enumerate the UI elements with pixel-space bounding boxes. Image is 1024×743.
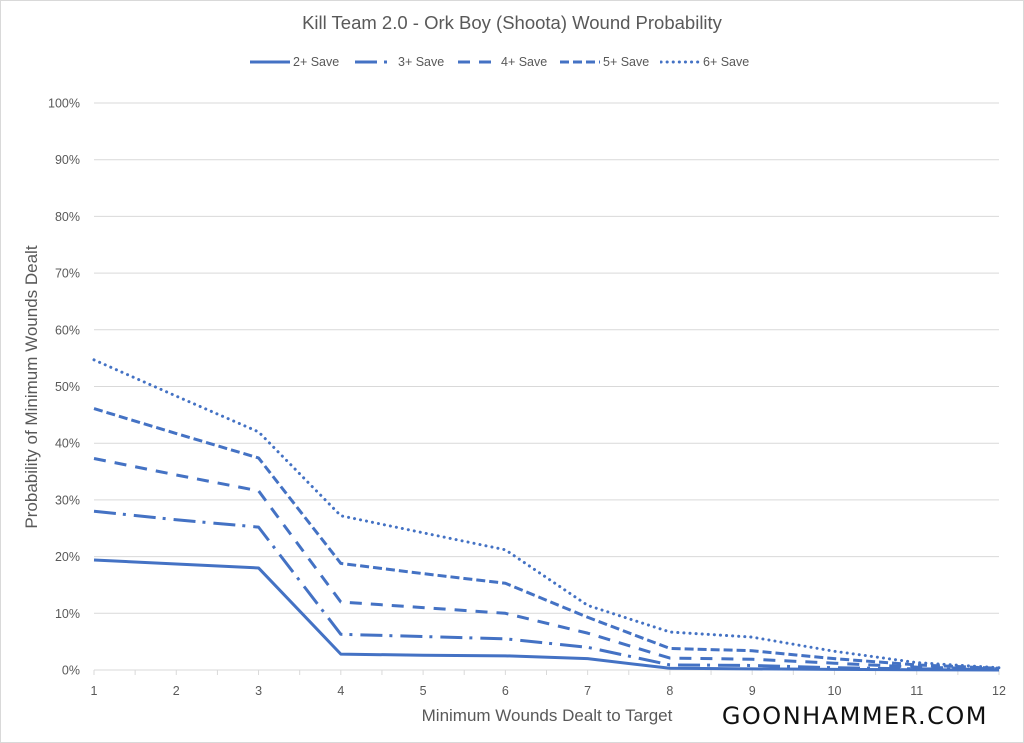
legend-label: 2+ Save	[293, 55, 340, 69]
x-tick-label: 11	[910, 684, 923, 698]
series-line-5-save	[93, 407, 1000, 670]
series-line-6-save	[92, 358, 1001, 670]
legend-label: 4+ Save	[501, 55, 548, 69]
watermark: GOONHAMMER.COM	[721, 702, 988, 730]
legend-swatch-3plus	[355, 60, 395, 64]
legend-swatch-2plus	[250, 60, 290, 64]
x-axis	[93, 670, 1000, 675]
series-line-4-save	[93, 457, 1000, 671]
series-line-3-save	[93, 509, 1000, 671]
y-tick-label: 90%	[55, 153, 80, 167]
x-tick-label: 12	[992, 684, 1006, 698]
y-tick-label: 50%	[55, 380, 80, 394]
x-tick-label: 7	[584, 684, 591, 698]
legend: 2+ Save 3+ Save 4+ Save 5+ Save 6+ Save	[0, 52, 1024, 72]
chart-title: Kill Team 2.0 - Ork Boy (Shoota) Wound P…	[302, 12, 722, 33]
y-axis-label: Probability of Minimum Wounds Dealt	[22, 245, 41, 529]
x-tick-label: 9	[749, 684, 756, 698]
y-tick-label: 30%	[55, 493, 80, 507]
legend-label: 6+ Save	[703, 55, 750, 69]
x-tick-label: 10	[828, 684, 842, 698]
x-tick-label: 8	[666, 684, 673, 698]
x-axis-label: Minimum Wounds Dealt to Target	[421, 706, 673, 725]
y-axis-tick-labels: 0% 10% 20% 30% 40% 50% 60% 70% 80% 90% 100%	[48, 97, 80, 678]
y-tick-label: 100%	[48, 97, 80, 111]
x-tick-label: 4	[337, 684, 344, 698]
legend-swatch-5plus	[560, 60, 600, 64]
legend-item-4plus: 4+ Save	[458, 52, 547, 72]
y-tick-label: 10%	[55, 607, 80, 621]
x-axis-tick-labels: 1 2 3 4 5 6 7 8 9 10 11 12	[91, 684, 1006, 698]
y-tick-label: 60%	[55, 323, 80, 337]
x-tick-label: 2	[173, 684, 180, 698]
y-tick-label: 40%	[55, 437, 80, 451]
legend-label: 3+ Save	[398, 55, 445, 69]
x-tick-label: 6	[502, 684, 509, 698]
series-lines	[92, 358, 1001, 672]
legend-item-2plus: 2+ Save	[250, 52, 339, 72]
legend-item-3plus: 3+ Save	[355, 52, 444, 72]
x-tick-label: 5	[420, 684, 427, 698]
series-line-2-save	[93, 558, 1000, 672]
legend-swatch-6plus	[660, 60, 700, 64]
legend-label: 5+ Save	[603, 55, 650, 69]
legend-item-5plus: 5+ Save	[560, 52, 649, 72]
y-tick-label: 70%	[55, 267, 80, 281]
y-tick-label: 20%	[55, 550, 80, 564]
gridlines	[94, 102, 999, 671]
x-tick-label: 3	[255, 684, 262, 698]
y-tick-label: 80%	[55, 210, 80, 224]
legend-item-6plus: 6+ Save	[660, 52, 749, 72]
y-tick-label: 0%	[62, 664, 80, 678]
x-tick-label: 1	[91, 684, 98, 698]
legend-swatch-4plus	[458, 60, 498, 64]
